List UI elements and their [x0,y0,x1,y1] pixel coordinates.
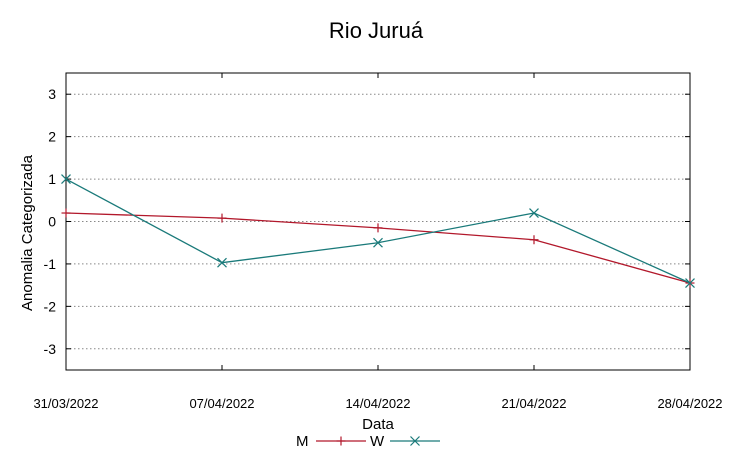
x-tick-label: 14/04/2022 [345,396,410,411]
data-point-m [61,208,71,218]
y-tick-label: -2 [44,298,57,314]
x-tick-label: 21/04/2022 [501,396,566,411]
y-tick-label: -1 [44,256,57,272]
data-point-w [529,208,539,218]
x-axis-ticks: 31/03/2022 07/04/2022 14/04/2022 21/04/2022… [33,73,723,411]
legend-marker-w [410,436,420,446]
y-axis-ticks: 3 2 1 0 -1 -2 -3 [44,86,690,357]
x-tick-label: 07/04/2022 [189,396,254,411]
legend-marker-m [336,436,346,446]
data-point-m [529,235,539,245]
x-tick-label: 31/03/2022 [33,396,98,411]
y-tick-label: 2 [48,129,56,145]
chart-title: Rio Juruá [329,18,424,43]
data-point-m [217,213,227,223]
legend-label-w: W [370,433,385,450]
series-group [61,174,695,288]
y-tick-label: -3 [44,341,57,357]
legend-label-m: M [296,433,309,450]
grid-lines [66,93,690,350]
x-axis-label: Data [362,416,394,433]
y-axis-label: Anomalia Categorizada [19,154,36,311]
data-point-w [685,278,695,288]
data-point-w [217,257,227,268]
data-point-w [373,237,383,248]
data-point-m [373,223,383,233]
y-tick-label: 3 [48,86,56,102]
x-tick-label: 28/04/2022 [657,396,722,411]
data-point-w [61,174,71,184]
y-tick-label: 1 [48,171,56,187]
y-tick-label: 0 [48,214,56,230]
